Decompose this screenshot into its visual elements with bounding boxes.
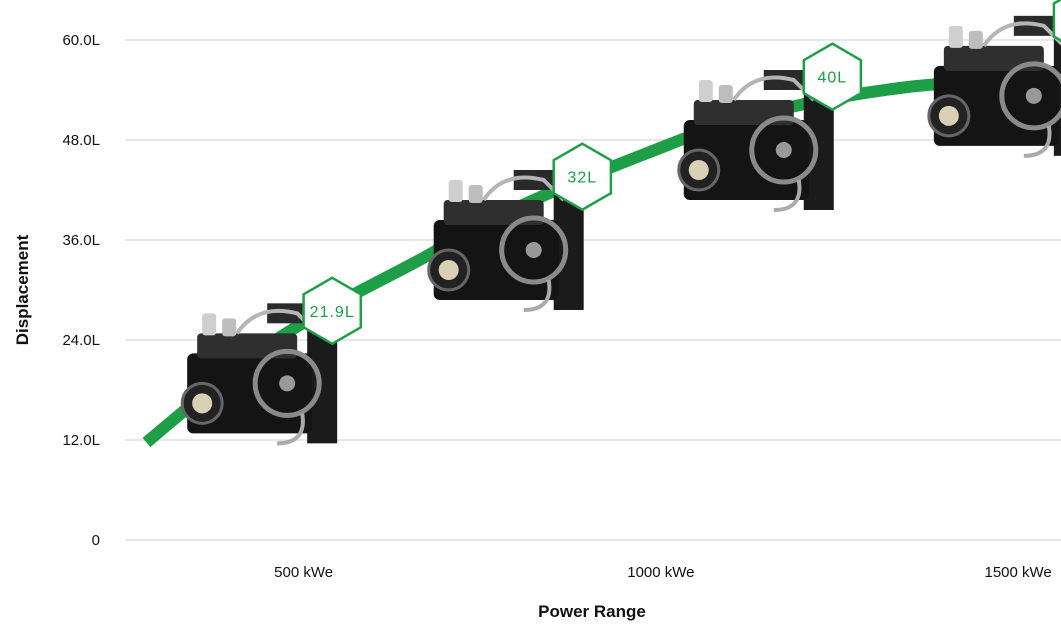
hexagon-badge-shape xyxy=(1052,0,1061,43)
y-tick-label: 24.0L xyxy=(62,332,100,349)
fan-shape xyxy=(749,115,819,185)
pipe-shape xyxy=(523,279,552,312)
pipe-shape xyxy=(277,413,305,446)
flywheel-center-shape xyxy=(938,105,959,126)
filter-shape xyxy=(448,180,463,202)
grid-lines xyxy=(125,39,1061,541)
x-tick-label: 1000 kWe xyxy=(627,564,694,581)
pipe-shape xyxy=(482,175,566,202)
y-tick-label: 12.0L xyxy=(62,432,100,449)
fan-hub-shape xyxy=(279,375,296,392)
engine-image xyxy=(927,15,1061,158)
filter-shape xyxy=(468,185,483,203)
y-axis-title: Displacement xyxy=(13,234,32,345)
annotation-layer: 21.9L 32L 40L 53L xyxy=(302,0,1061,346)
engine-head-shape xyxy=(443,200,544,225)
engine-head-shape xyxy=(197,333,298,359)
annotation-badge: 32L xyxy=(552,142,613,212)
annotation-label: 21.9L xyxy=(310,304,355,321)
annotation-badge: 40L xyxy=(802,42,863,112)
pipe-shape xyxy=(982,21,1061,47)
filter-shape xyxy=(968,30,983,49)
filter-shape xyxy=(202,313,217,336)
x-axis-ticks: 500 kWe 1000 kWe 1500 kWe xyxy=(274,564,1052,581)
y-tick-label: 48.0L xyxy=(62,132,100,149)
flywheel-center-shape xyxy=(438,260,459,280)
y-axis-ticks: 0 12.0L 24.0L 36.0L 48.0L 60.0L xyxy=(62,32,100,549)
y-tick-label: 0 xyxy=(92,532,100,549)
hexagon-badge-shape xyxy=(302,276,363,346)
hexagon-badge-shape xyxy=(552,142,613,212)
fan-hub-shape xyxy=(1025,87,1042,104)
flywheel-center-shape xyxy=(688,160,709,180)
flywheel-center-shape xyxy=(192,393,213,414)
hexagon-badge-shape xyxy=(802,42,863,112)
fan-shape xyxy=(499,215,569,285)
y-tick-label: 60.0L xyxy=(62,32,100,49)
pipe-shape xyxy=(732,75,816,102)
engine-head-shape xyxy=(693,100,794,125)
filter-shape xyxy=(718,85,733,103)
filter-shape xyxy=(222,318,237,337)
annotation-badge: 21.9L xyxy=(302,276,363,346)
fan-shape xyxy=(999,61,1061,131)
engine-head-shape xyxy=(943,45,1044,71)
filter-shape xyxy=(698,80,713,102)
y-tick-label: 36.0L xyxy=(62,232,100,249)
x-tick-label: 1500 kWe xyxy=(984,564,1051,581)
x-axis-title: Power Range xyxy=(538,602,646,621)
pipe-shape xyxy=(235,308,319,335)
annotation-label: 40L xyxy=(818,70,848,87)
annotation-label: 32L xyxy=(567,170,597,187)
fan-hub-shape xyxy=(525,242,542,258)
pipe-shape xyxy=(773,179,802,212)
annotation-badge: 53L xyxy=(1052,0,1061,43)
x-tick-label: 500 kWe xyxy=(274,564,333,581)
fan-shape xyxy=(252,348,322,418)
pipe-shape xyxy=(1023,125,1052,158)
filter-shape xyxy=(948,25,963,48)
fan-hub-shape xyxy=(775,142,792,158)
